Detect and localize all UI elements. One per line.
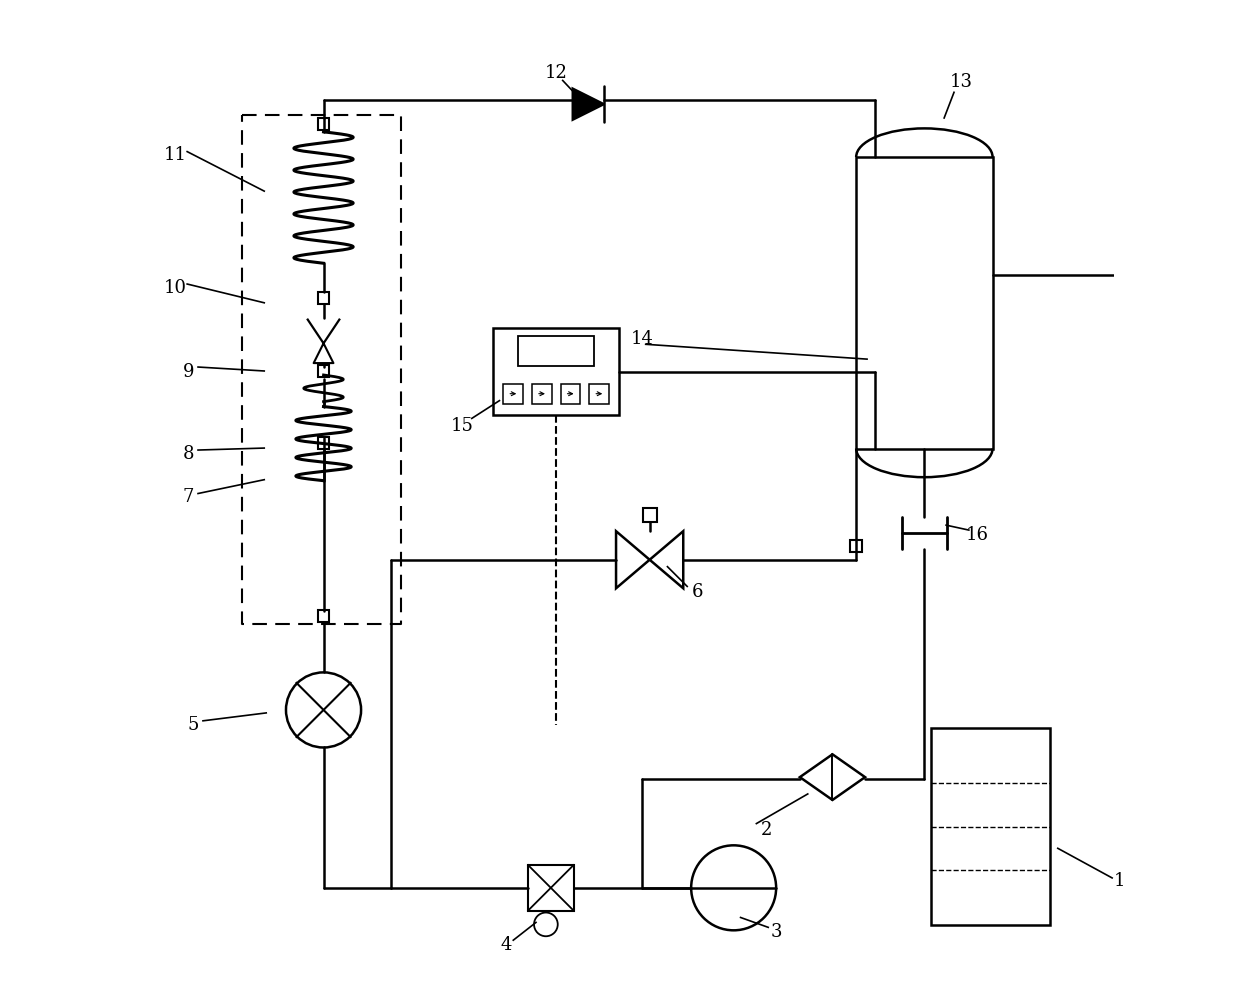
Text: 12: 12 (544, 63, 567, 81)
Bar (317, 292, 330, 304)
Text: 2: 2 (760, 821, 773, 838)
Bar (532, 384, 552, 403)
Bar (317, 610, 330, 622)
Text: 13: 13 (950, 73, 972, 91)
Text: 9: 9 (182, 363, 193, 381)
Text: 3: 3 (770, 924, 782, 941)
Bar (528, 865, 574, 911)
Text: 8: 8 (182, 445, 193, 463)
Text: 11: 11 (164, 146, 187, 164)
Text: 4: 4 (501, 936, 512, 954)
Bar (589, 384, 609, 403)
Bar (642, 508, 656, 522)
Bar (503, 384, 523, 403)
Text: 6: 6 (692, 584, 703, 602)
Bar (317, 365, 330, 377)
Bar (492, 328, 619, 415)
Text: 5: 5 (187, 716, 198, 733)
Bar (560, 384, 580, 403)
Text: 16: 16 (966, 526, 990, 544)
Bar (931, 727, 1050, 926)
Text: 10: 10 (164, 279, 187, 297)
Polygon shape (573, 88, 604, 120)
Bar (856, 157, 992, 449)
Bar (317, 437, 330, 449)
Bar (851, 540, 862, 552)
Text: 1: 1 (1114, 872, 1125, 890)
Bar (518, 337, 594, 366)
Text: 15: 15 (450, 417, 474, 435)
Bar (317, 118, 330, 130)
Text: 7: 7 (182, 489, 193, 506)
Text: 14: 14 (630, 330, 653, 349)
